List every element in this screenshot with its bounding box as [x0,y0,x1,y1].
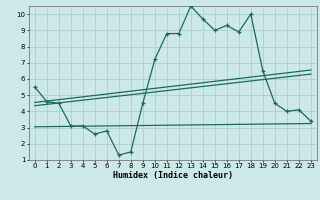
X-axis label: Humidex (Indice chaleur): Humidex (Indice chaleur) [113,171,233,180]
